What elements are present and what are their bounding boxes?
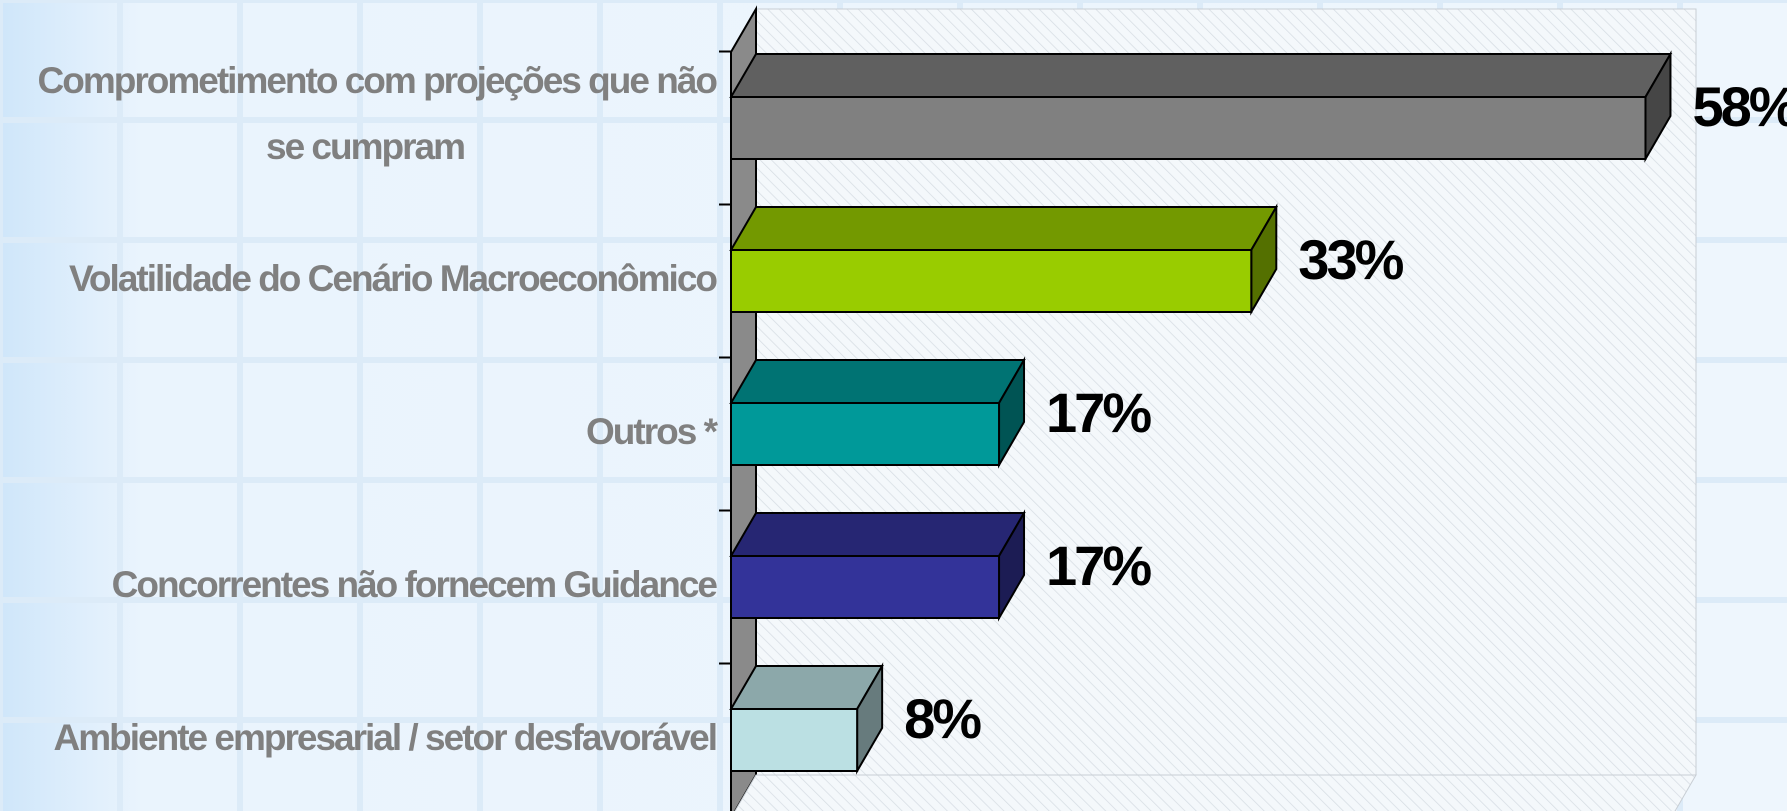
category-label: Volatilidade do Cenário Macroeconômico <box>69 258 717 299</box>
category-label: Comprometimento com projeções que não se … <box>38 60 718 167</box>
bar-group <box>729 203 1279 316</box>
value-label: 17% <box>1046 381 1151 444</box>
bar <box>730 708 859 772</box>
value-label: 33% <box>1298 228 1403 291</box>
value-label: 8% <box>904 687 981 750</box>
category-label: Concorrentes não fornecem Guidance <box>112 564 718 605</box>
category-label: Ambiente empresarial / setor desfavoráve… <box>54 717 716 758</box>
category-label-line: se cumpram <box>266 126 464 167</box>
bar <box>730 96 1647 160</box>
value-label: 17% <box>1046 534 1151 597</box>
bar-group <box>729 662 884 775</box>
bar-top <box>729 53 1673 98</box>
bar <box>730 249 1253 313</box>
value-label: 58% <box>1692 75 1787 138</box>
category-label-line: Comprometimento com projeções que não <box>38 60 718 101</box>
bar-top <box>729 206 1279 251</box>
floor <box>734 774 1697 811</box>
bar-group <box>729 356 1026 469</box>
bar-top <box>729 512 1026 557</box>
bar-group <box>729 509 1026 622</box>
bar <box>730 402 1001 466</box>
category-label: Outros * <box>586 411 719 452</box>
bar-group <box>729 50 1673 163</box>
bar-top <box>729 359 1026 404</box>
bar-top <box>729 665 884 710</box>
bar <box>730 555 1001 619</box>
